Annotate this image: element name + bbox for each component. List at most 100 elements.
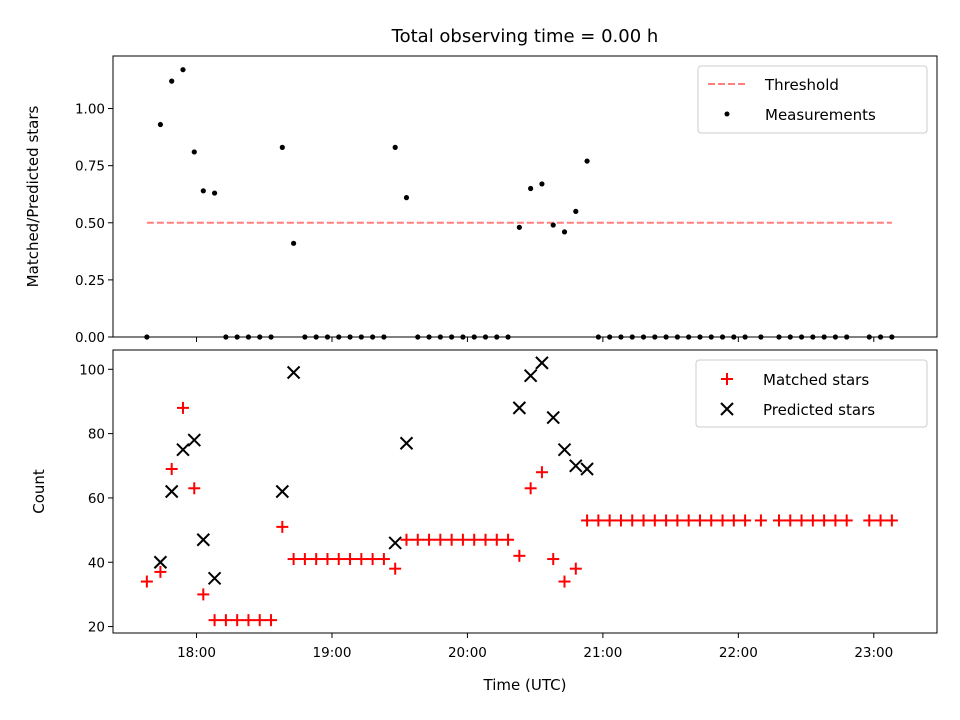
matched-stars-point xyxy=(355,553,368,566)
predicted-stars-point xyxy=(207,571,222,586)
x-tick-label: 20:00 xyxy=(448,645,487,661)
matched-stars-point xyxy=(772,514,785,527)
x-tick-label: 19:00 xyxy=(313,645,352,661)
chart-title: Total observing time = 0.00 h xyxy=(391,26,659,47)
matched-stars-point xyxy=(885,514,898,527)
matched-stars-point xyxy=(154,565,167,578)
predicted-stars-point xyxy=(176,442,190,457)
matched-stars-point xyxy=(671,514,684,527)
measurements-legend-swatch xyxy=(724,111,730,117)
measurements-point xyxy=(403,195,410,201)
matched-stars-point xyxy=(434,533,447,546)
predicted-stars-point xyxy=(580,462,594,476)
matched-stars-point xyxy=(818,514,831,527)
predicted-stars-point xyxy=(546,410,560,425)
predicted-stars-point xyxy=(286,365,301,380)
matched-stars-point xyxy=(344,553,357,566)
matched-stars-point xyxy=(547,553,560,566)
matched-stars-point xyxy=(727,514,740,527)
matched-stars-point xyxy=(874,514,887,527)
bottom-y-tick-label: 60 xyxy=(88,491,105,507)
matched-stars-point xyxy=(603,514,616,527)
bottom-y-tick-label: 20 xyxy=(88,620,105,636)
matched-stars-point xyxy=(411,533,424,546)
measurements-point xyxy=(211,190,218,196)
matched-stars-point xyxy=(276,520,289,533)
predicted-stars-point xyxy=(535,356,549,370)
matched-stars-point xyxy=(423,533,436,546)
measurements-point xyxy=(528,185,534,192)
matched-stars-point xyxy=(524,482,537,495)
top-legend: Threshold Measurements xyxy=(697,65,928,134)
matched-stars-point xyxy=(468,533,481,546)
matched-stars-point xyxy=(321,553,334,566)
predicted-stars-point xyxy=(557,442,572,457)
matched-stars-point xyxy=(310,553,323,566)
matched-stars-point xyxy=(298,553,311,566)
matched-stars-point xyxy=(682,514,695,527)
predicted-stars-point xyxy=(512,401,527,415)
bottom-x-axis: 18:00 19:00 20:00 21:00 22:00 23:00 xyxy=(177,633,893,661)
predicted-stars-point xyxy=(388,536,402,550)
matched-stars-point xyxy=(377,553,390,566)
matched-stars-point xyxy=(829,514,842,527)
measurements-point xyxy=(200,188,206,194)
matched-stars-point xyxy=(784,514,797,527)
predicted-stars-point xyxy=(164,484,179,499)
top-legend-box xyxy=(697,65,928,134)
matched-stars-point xyxy=(592,514,605,527)
matched-stars-point xyxy=(332,553,345,566)
x-tick-label: 23:00 xyxy=(854,645,893,661)
top-y-tick-label: 0.50 xyxy=(75,216,105,232)
matched-stars-point xyxy=(535,466,548,479)
threshold-legend-label: Threshold xyxy=(764,76,839,94)
predicted-stars-point xyxy=(187,433,201,447)
measurements-point xyxy=(539,181,545,187)
matched-stars-point xyxy=(626,514,639,527)
matched-stars-point xyxy=(754,514,767,527)
matched-stars-point xyxy=(705,514,718,527)
x-tick-label: 21:00 xyxy=(583,645,622,661)
bottom-legend: Matched stars Predicted stars xyxy=(695,359,928,428)
bottom-plot-marks xyxy=(140,356,898,627)
predicted-stars-point xyxy=(569,459,583,473)
measurements-point xyxy=(573,208,579,214)
top-x-axis xyxy=(196,337,875,342)
matched-stars-point xyxy=(581,514,594,527)
measurements-point xyxy=(191,149,197,155)
matched-stars-point xyxy=(558,575,571,588)
top-y-axis-label: Matched/Predicted stars xyxy=(24,106,42,288)
top-axes-frame xyxy=(112,55,938,338)
bottom-y-tick-label: 40 xyxy=(88,555,105,571)
matched-stars-point xyxy=(716,514,729,527)
matched-stars-point xyxy=(806,514,819,527)
measurements-point xyxy=(157,121,164,128)
matched-stars-point xyxy=(490,533,503,546)
top-y-tick-label: 1.00 xyxy=(75,102,105,118)
measurements-point xyxy=(279,144,285,150)
predicted-legend-label: Predicted stars xyxy=(763,401,875,419)
measurements-point xyxy=(561,229,568,235)
bottom-y-tick-label: 80 xyxy=(88,427,105,443)
matched-stars-point xyxy=(176,401,189,414)
top-panel: 0.00 0.25 0.50 0.75 1.00 Matched/Predicted s… xyxy=(24,55,938,346)
matched-stars-point xyxy=(287,553,300,566)
matched-stars-point xyxy=(863,514,876,527)
bottom-y-axis-label: Count xyxy=(30,469,48,514)
predicted-legend-swatch xyxy=(720,402,734,416)
matched-legend-label: Matched stars xyxy=(763,371,869,389)
matched-stars-point xyxy=(660,514,673,527)
matched-stars-point xyxy=(188,482,201,495)
matched-stars-point xyxy=(165,462,178,475)
matched-stars-point xyxy=(614,514,627,527)
matched-stars-point xyxy=(693,514,706,527)
measurements-legend-label: Measurements xyxy=(765,106,876,124)
matched-stars-point xyxy=(637,514,650,527)
bottom-y-tick-label: 100 xyxy=(79,362,105,378)
measurements-point xyxy=(291,240,297,246)
top-y-tick-label: 0.00 xyxy=(75,330,105,346)
top-plot-marks xyxy=(144,67,895,340)
matched-stars-point xyxy=(389,562,402,575)
x-tick-label: 18:00 xyxy=(177,645,216,661)
